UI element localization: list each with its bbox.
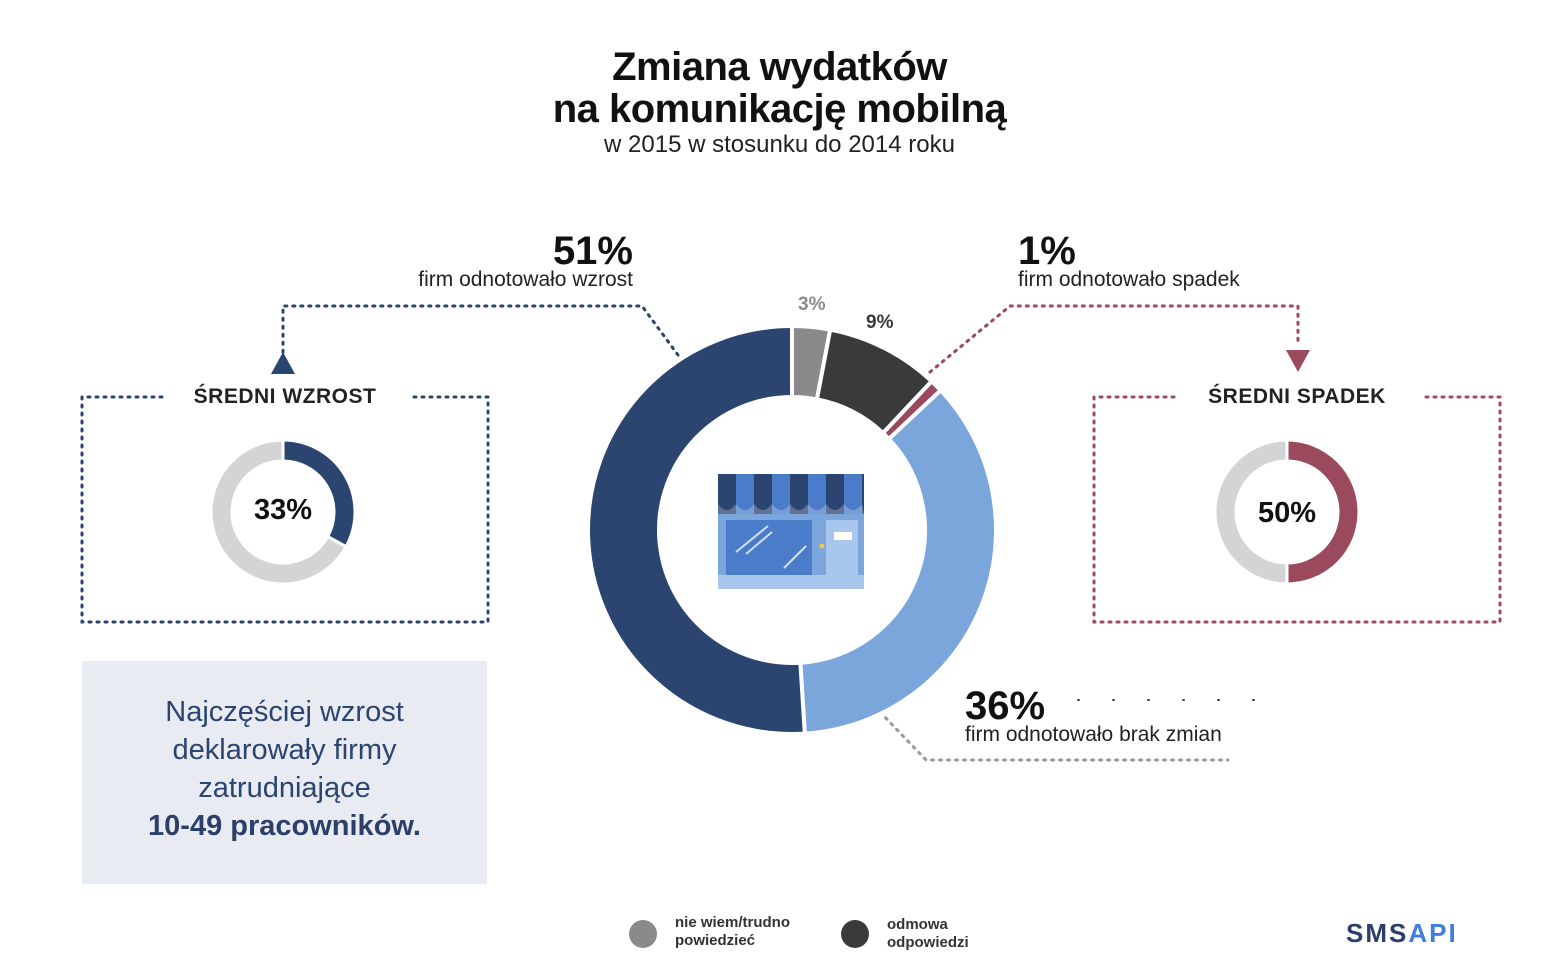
decline-caption: firm odnotowało spadek bbox=[1018, 268, 1240, 291]
growth-caption: firm odnotowało wzrost bbox=[418, 268, 633, 291]
decline-connector bbox=[928, 304, 1300, 374]
avg-growth-donut-slice-1 bbox=[209, 438, 349, 586]
legend-item-refusal: odmowa odpowiedzi bbox=[887, 916, 969, 952]
legend-refusal-line2: odpowiedzi bbox=[887, 934, 969, 951]
legend-swatch-refusal bbox=[841, 920, 869, 948]
info-line-2: deklarowały firmy bbox=[172, 734, 397, 766]
growth-percent: 51% bbox=[552, 229, 633, 273]
legend-unknown-line1: nie wiem/trudno bbox=[675, 914, 791, 931]
main-donut bbox=[585, 323, 998, 736]
slice-label-9: 9% bbox=[866, 312, 894, 333]
main-donut-slice-3 bbox=[798, 387, 998, 736]
avg-growth-donut bbox=[209, 438, 357, 586]
main-donut-slice-4 bbox=[585, 323, 807, 736]
chart-title-line2: na komunikację mobilną bbox=[552, 87, 1007, 131]
shop-icon bbox=[718, 474, 864, 589]
info-line-1: Najczęściej wzrost bbox=[165, 696, 404, 728]
info-line-4: 10-49 pracowników. bbox=[148, 810, 421, 842]
nochange-percent: 36% bbox=[965, 684, 1046, 728]
chart-subtitle: w 2015 w stosunku do 2014 roku bbox=[604, 131, 955, 158]
logo-part-api: API bbox=[1408, 918, 1458, 948]
avg-decline-donut-slice-1 bbox=[1213, 438, 1289, 586]
growth-arrow-icon bbox=[271, 352, 295, 374]
avg-decline-donut-slice-0 bbox=[1285, 438, 1361, 586]
decline-arrow-icon bbox=[1286, 350, 1310, 372]
legend-unknown-line2: powiedzieć bbox=[675, 932, 756, 949]
slice-label-3: 3% bbox=[798, 294, 826, 315]
info-line-3: zatrudniające bbox=[198, 772, 371, 804]
growth-connector bbox=[281, 304, 680, 364]
nochange-connector bbox=[878, 710, 1230, 762]
avg-growth-title: ŚREDNI WZROST bbox=[193, 385, 377, 408]
avg-growth-value: 33% bbox=[253, 494, 313, 526]
legend-swatch-unknown bbox=[629, 920, 657, 948]
decline-percent: 1% bbox=[1018, 229, 1076, 273]
avg-growth-box bbox=[80, 395, 490, 624]
avg-decline-value: 50% bbox=[1257, 497, 1317, 529]
smsapi-logo: SMSAPI bbox=[1346, 918, 1458, 949]
avg-decline-donut bbox=[1213, 438, 1361, 586]
avg-decline-title: ŚREDNI SPADEK bbox=[1208, 385, 1386, 408]
logo-part-sms: SMS bbox=[1346, 918, 1409, 948]
avg-decline-box bbox=[1092, 395, 1502, 624]
chart-title-line1: Zmiana wydatków bbox=[612, 45, 947, 89]
legend-item-unknown: nie wiem/trudno powiedzieć bbox=[675, 914, 790, 950]
info-box: Najczęściej wzrost deklarowały firmy zat… bbox=[82, 661, 487, 884]
nochange-caption: firm odnotowało brak zmian bbox=[965, 723, 1222, 746]
legend-refusal-line1: odmowa bbox=[887, 916, 948, 933]
